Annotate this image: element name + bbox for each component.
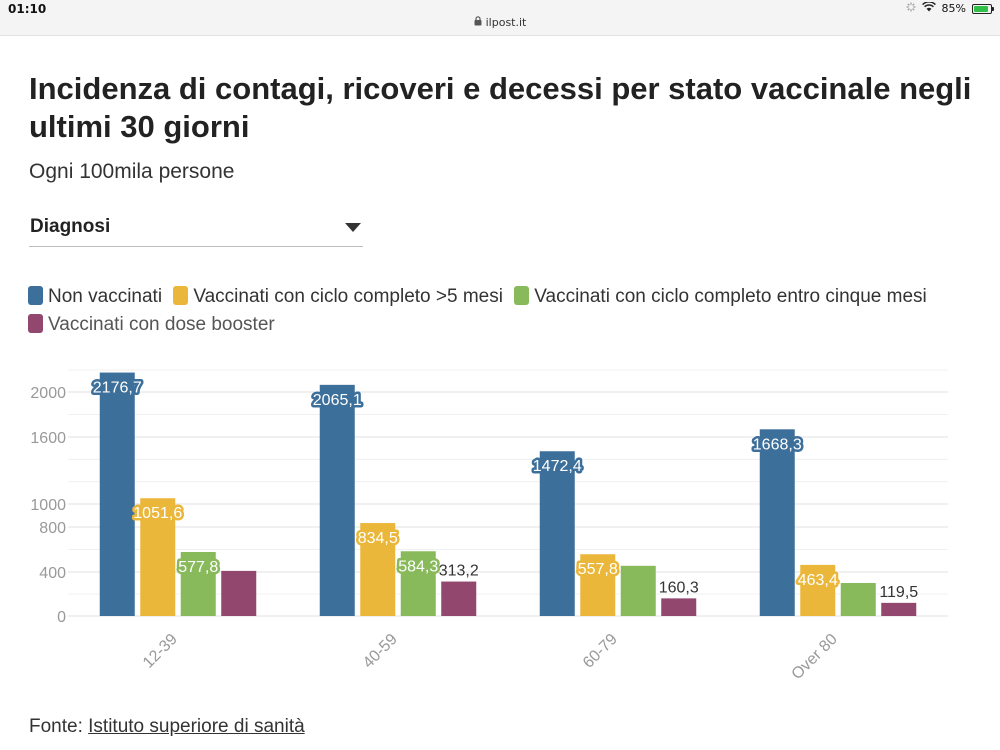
legend-item-completo-entro-5-mesi[interactable]: Vaccinati con ciclo completo entro cinqu…: [514, 283, 927, 311]
bar: [400, 551, 436, 616]
data-label: 834,5: [358, 530, 398, 547]
lock-icon: [474, 16, 482, 29]
bar: [539, 451, 575, 616]
legend-label: Vaccinati con dose booster: [48, 314, 275, 335]
x-tick-label: Over 80: [789, 631, 841, 683]
bar: [360, 523, 396, 616]
y-tick-label: 1600: [30, 430, 66, 447]
data-label: 584,3: [398, 558, 438, 575]
data-label: 1668,3: [753, 436, 802, 453]
bar: [800, 564, 836, 616]
bar: [221, 570, 257, 616]
bar: [140, 498, 176, 616]
bar: [840, 583, 876, 616]
chart-subtitle: Ogni 100mila persone: [29, 160, 235, 183]
data-label: 557,8: [578, 561, 618, 578]
legend-item-completo-oltre-5-mesi[interactable]: Vaccinati con ciclo completo >5 mesi: [173, 283, 503, 311]
chart-legend: Non vaccinati Vaccinati con ciclo comple…: [28, 283, 978, 339]
url-text: ilpost.it: [485, 16, 527, 29]
x-tick-label: 40-59: [360, 631, 401, 672]
status-bar: 01:10 ilpost.it 85%: [0, 0, 1000, 36]
data-label: 463,4: [798, 572, 838, 589]
legend-swatch: [28, 286, 43, 305]
bar: [759, 429, 795, 616]
legend-label: Vaccinati con ciclo completo entro cinqu…: [534, 286, 927, 307]
data-label: 1472,4: [533, 458, 582, 475]
battery-icon: [972, 3, 994, 14]
status-indicators: 85%: [906, 1, 994, 15]
source-prefix: Fonte:: [29, 716, 89, 737]
legend-swatch: [28, 314, 43, 333]
data-label: 577,8: [178, 559, 218, 576]
legend-label: Vaccinati con ciclo completo >5 mesi: [193, 286, 503, 307]
bar: [580, 554, 616, 616]
legend-item-non-vaccinati[interactable]: Non vaccinati: [28, 283, 162, 311]
legend-label: Non vaccinati: [48, 286, 163, 307]
dropdown-selected-value: Diagnosi: [30, 216, 111, 237]
bar: [620, 565, 656, 616]
data-label: 160,3: [659, 579, 699, 596]
bar: [99, 372, 135, 616]
chart-title: Incidenza di contagi, ricoveri e decessi…: [29, 71, 972, 144]
loading-icon: [906, 2, 916, 15]
data-label: 119,5: [879, 584, 918, 601]
legend-swatch: [514, 286, 530, 305]
data-label: 2065,1: [313, 392, 362, 409]
y-tick-label: 800: [39, 520, 66, 537]
y-tick-label: 0: [57, 609, 66, 626]
y-tick-label: 1000: [30, 497, 66, 514]
bar: [319, 384, 355, 616]
source-link[interactable]: Istituto superiore di sanità: [88, 716, 305, 737]
bar: [881, 602, 917, 616]
bar: [441, 581, 477, 616]
y-tick-label: 400: [39, 565, 66, 582]
address-bar[interactable]: ilpost.it: [0, 16, 1000, 29]
data-label: 1051,6: [133, 505, 182, 522]
battery-percent: 85%: [941, 2, 966, 15]
data-label: 2176,7: [93, 380, 142, 397]
chevron-down-icon: [345, 223, 361, 232]
bar: [661, 598, 697, 616]
legend-item-booster[interactable]: Vaccinati con dose booster: [28, 311, 275, 339]
bar: [180, 551, 216, 616]
battery-level: [974, 5, 988, 12]
legend-swatch: [173, 286, 189, 305]
x-tick-label: 60-79: [580, 631, 621, 672]
source-line: Fonte: Istituto superiore di sanità: [29, 716, 305, 738]
y-tick-label: 2000: [30, 385, 66, 402]
status-time: 01:10: [8, 2, 47, 16]
wifi-icon: [921, 1, 936, 15]
data-label: 313,2: [439, 563, 479, 580]
bar-chart: 0 400 800 1000 1600 2000 12-39 40-59 60-79 Over 8…: [30, 369, 948, 683]
x-tick-label: 12-39: [140, 631, 181, 672]
metric-dropdown[interactable]: Diagnosi: [29, 212, 363, 247]
